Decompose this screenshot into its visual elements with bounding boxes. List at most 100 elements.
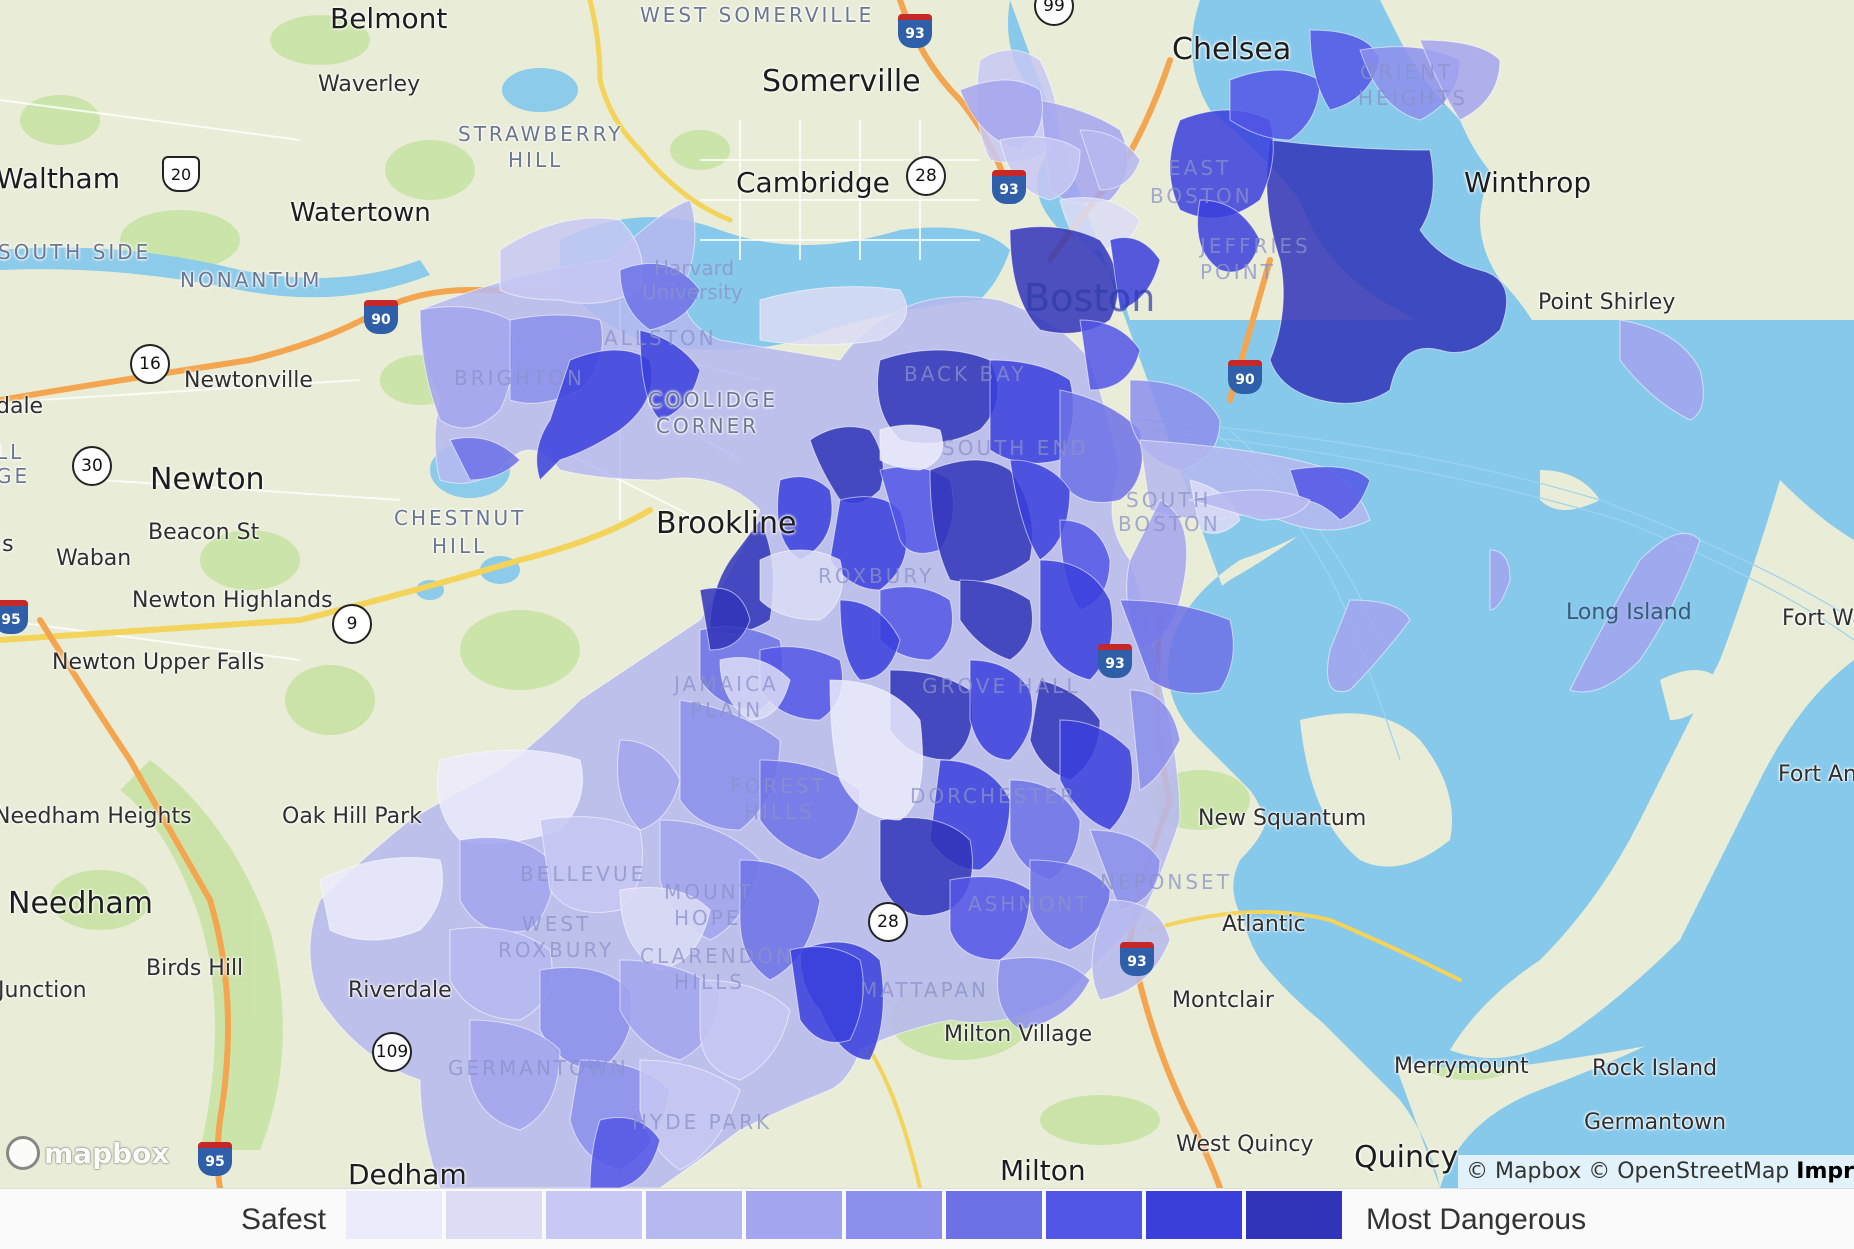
label-chelsea: Chelsea — [1172, 32, 1292, 67]
label-watertown: Watertown — [290, 198, 431, 228]
label-neponset: NEPONSET — [1100, 870, 1232, 894]
label-roxbury: ROXBURY — [818, 564, 935, 588]
route-30-shield: 30 — [72, 446, 112, 486]
label-hyde-park: HYDE PARK — [632, 1110, 773, 1134]
label-jamaica-plain: PLAIN — [690, 698, 764, 722]
interstate-90-shield: 90 — [364, 300, 398, 334]
label-west: WEST — [522, 912, 592, 936]
legend-swatch-2 — [446, 1191, 542, 1239]
mapbox-logo[interactable]: mapbox — [6, 1136, 169, 1170]
label-milton: Milton — [1000, 1154, 1086, 1187]
label-grove-hall: GROVE HALL — [922, 674, 1081, 698]
map-viewport[interactable]: Belmont Somerville Chelsea Cambridge Win… — [0, 0, 1854, 1188]
label-needham-heights: Needham Heights — [0, 804, 192, 829]
label-newton-highlands: Newton Highlands — [132, 588, 333, 613]
label-dorchester: DORCHESTER — [910, 784, 1078, 808]
label-fort-and: Fort And — [1778, 762, 1854, 787]
interstate-93-shield-b: 93 — [992, 170, 1026, 204]
legend-swatch-6 — [846, 1191, 942, 1239]
route-28-shield: 28 — [906, 156, 946, 196]
label-fort-wa: Fort Wa — [1782, 606, 1854, 631]
label-birds-hill: Birds Hill — [146, 956, 244, 981]
label-ge: GE — [0, 464, 31, 488]
label-germantown-quincy: Germantown — [1584, 1110, 1727, 1135]
label-waban: Waban — [56, 546, 132, 571]
legend-swatch-7 — [946, 1191, 1042, 1239]
label-cambridge: Cambridge — [736, 166, 890, 199]
label-point-shirley: Point Shirley — [1538, 290, 1676, 315]
label-waltham: Waltham — [0, 162, 120, 195]
label-orient-heights: HEIGHTS — [1358, 86, 1469, 110]
label-beacon-st: Beacon St — [148, 520, 260, 545]
label-mattapan: MATTAPAN — [860, 978, 990, 1002]
label-rock-island: Rock Island — [1592, 1056, 1718, 1081]
interstate-95-shield-b: 95 — [198, 1142, 232, 1176]
label-milton-village: Milton Village — [944, 1022, 1093, 1047]
label-boston: Boston — [1024, 276, 1156, 320]
map-attribution[interactable]: © Mapbox © OpenStreetMap Impr — [1458, 1155, 1854, 1188]
us-20-shield: 20 — [162, 156, 200, 192]
label-dale: dale — [0, 394, 44, 419]
label-orient: ORIENT — [1360, 60, 1454, 84]
label-strawberry-hill: HILL — [508, 148, 564, 172]
label-junction: Junction — [0, 978, 87, 1003]
label-ls: ls — [0, 532, 14, 557]
legend-swatch-9 — [1146, 1191, 1242, 1239]
map-canvas[interactable] — [0, 0, 1854, 1188]
label-jeffries: JEFFRIES — [1200, 234, 1311, 258]
label-winthrop: Winthrop — [1464, 166, 1592, 199]
label-east-boston-1: EAST — [1168, 156, 1232, 180]
label-dedham: Dedham — [348, 1158, 467, 1188]
mapbox-mark-icon — [6, 1136, 40, 1170]
label-coolidge: COOLIDGE — [648, 388, 779, 412]
label-mount-hope: HOPE — [674, 906, 742, 930]
label-allston: ALLSTON — [604, 326, 717, 350]
legend-swatch-5 — [746, 1191, 842, 1239]
legend-low-label: Safest — [240, 1203, 326, 1236]
label-harvard: Harvard — [654, 256, 735, 280]
label-mount: MOUNT — [664, 880, 754, 904]
label-ll: LL — [0, 440, 25, 464]
label-west-roxbury: ROXBURY — [498, 938, 615, 962]
legend-swatch-1 — [346, 1191, 442, 1239]
label-needham: Needham — [8, 886, 154, 921]
interstate-93-shield-d: 93 — [1098, 644, 1132, 678]
label-quincy: Quincy — [1354, 1140, 1459, 1175]
label-atlantic: Atlantic — [1222, 912, 1306, 937]
route-109-shield: 109 — [372, 1032, 412, 1072]
legend-scale — [346, 1191, 1346, 1239]
label-back-bay: BACK BAY — [904, 362, 1027, 386]
label-ashmont: ASHMONT — [968, 892, 1091, 916]
label-belmont: Belmont — [330, 2, 448, 35]
label-riverdale: Riverdale — [348, 978, 452, 1003]
label-montclair: Montclair — [1172, 988, 1274, 1013]
route-28-shield-b: 28 — [868, 902, 908, 942]
label-west-somerville: WEST SOMERVILLE — [640, 3, 875, 27]
label-east-boston-2: BOSTON — [1150, 184, 1253, 208]
label-jamaica: JAMAICA — [674, 672, 779, 696]
label-forest: FOREST — [730, 774, 827, 798]
harbor-water — [1008, 0, 1854, 1188]
label-forest-hills: HILLS — [744, 800, 815, 824]
route-9-shield: 9 — [332, 604, 372, 644]
interstate-93-shield-c: 93 — [1120, 942, 1154, 976]
label-nonantum: NONANTUM — [180, 268, 323, 292]
legend-swatch-3 — [546, 1191, 642, 1239]
interstate-93-shield: 93 — [898, 14, 932, 48]
label-oak-hill-park: Oak Hill Park — [282, 804, 422, 829]
label-west-quincy: West Quincy — [1176, 1132, 1314, 1157]
label-merrymount: Merrymount — [1394, 1054, 1529, 1079]
label-newtonville: Newtonville — [184, 368, 313, 393]
label-clarendon: CLARENDON — [640, 944, 794, 968]
attribution-text[interactable]: © Mapbox © OpenStreetMap — [1466, 1159, 1790, 1184]
label-clarendon-hills: HILLS — [674, 970, 745, 994]
crime-legend: Safest Most Dangerous — [0, 1188, 1854, 1249]
label-chestnut: CHESTNUT — [394, 506, 527, 530]
interstate-95-shield: 95 — [0, 600, 28, 634]
legend-high-label: Most Dangerous — [1366, 1203, 1587, 1236]
route-16-shield: 16 — [130, 344, 170, 384]
label-strawberry: STRAWBERRY — [458, 122, 624, 146]
attribution-improve-link[interactable]: Impr — [1796, 1159, 1854, 1184]
label-chestnut-hill: HILL — [432, 534, 488, 558]
legend-swatch-8 — [1046, 1191, 1142, 1239]
